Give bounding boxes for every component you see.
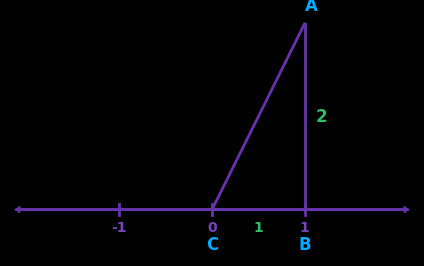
Text: 0: 0 [207, 221, 217, 235]
Text: C: C [206, 236, 218, 253]
Text: 1: 1 [300, 221, 310, 235]
Text: -1: -1 [112, 221, 127, 235]
Text: B: B [298, 236, 311, 253]
Text: 1: 1 [254, 221, 263, 235]
Text: A: A [304, 0, 318, 15]
Text: 2: 2 [315, 108, 327, 126]
